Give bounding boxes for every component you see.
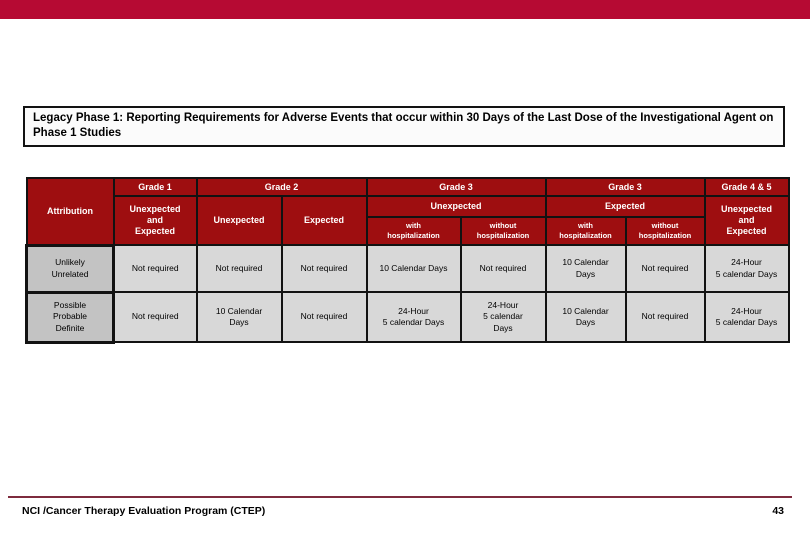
grade2-unexpected-header: Unexpected <box>195 195 283 246</box>
grade3-unexpected-with-hosp-header: with hospitalization <box>365 216 462 246</box>
page-number: 43 <box>772 505 784 517</box>
grade2-expected-header: Expected <box>280 195 368 246</box>
data-cell: 10 Calendar Days <box>195 291 283 343</box>
data-cell: Not required <box>624 291 706 343</box>
grade3-expected-without-hosp-header: without hospitalization <box>624 216 706 246</box>
data-cell: Not required <box>280 291 368 343</box>
data-cell: Not required <box>112 244 198 293</box>
data-cell: 10 Calendar Days <box>544 244 627 293</box>
grade1-header: Grade 1 <box>112 177 198 197</box>
data-cell: 10 Calendar Days <box>544 291 627 343</box>
slide-title: Legacy Phase 1: Reporting Requirements f… <box>23 106 785 148</box>
data-cell: 24-Hour 5 calendar Days <box>459 291 547 343</box>
data-cell: Not required <box>112 291 198 343</box>
top-accent-bar <box>0 0 810 19</box>
grade3-unexpected-group-header: Grade 3 <box>365 177 547 197</box>
data-cell: Not required <box>459 244 547 293</box>
table-row: Unlikely Unrelated Not required Not requ… <box>25 243 790 294</box>
data-cell: 10 Calendar Days <box>365 244 462 293</box>
grade3-unexpected-without-hosp-header: without hospitalization <box>459 216 547 246</box>
attribution-column-header: Attribution <box>25 177 115 246</box>
data-cell: Not required <box>280 244 368 293</box>
data-cell: 24-Hour 5 calendar Days <box>365 291 462 343</box>
grade4-5-header: Grade 4 & 5 <box>703 177 790 197</box>
grade2-header: Grade 2 <box>195 177 368 197</box>
grade3-expected-with-hosp-header: with hospitalization <box>544 216 627 246</box>
grade3-unexpected-header: Unexpected <box>365 195 547 218</box>
grade3-expected-group-header: Grade 3 <box>544 177 706 197</box>
table-row: Possible Probable Definite Not required … <box>25 290 790 344</box>
reporting-requirements-table: Attribution Grade 1 Grade 2 Grade 3 Grad… <box>25 177 790 344</box>
data-cell: 24-Hour 5 calendar Days <box>703 291 790 343</box>
grade4-5-expectedness-header: Unexpected and Expected <box>703 195 790 246</box>
footer-divider <box>8 496 792 498</box>
data-cell: 24-Hour 5 calendar Days <box>703 244 790 293</box>
data-cell: Not required <box>195 244 283 293</box>
grade3-expected-header: Expected <box>544 195 706 218</box>
footer-program-name: NCI /Cancer Therapy Evaluation Program (… <box>22 505 266 517</box>
data-cell: Not required <box>624 244 706 293</box>
grade1-expectedness-header: Unexpected and Expected <box>112 195 198 246</box>
attribution-cell: Unlikely Unrelated <box>25 243 115 294</box>
attribution-cell: Possible Probable Definite <box>25 290 115 344</box>
